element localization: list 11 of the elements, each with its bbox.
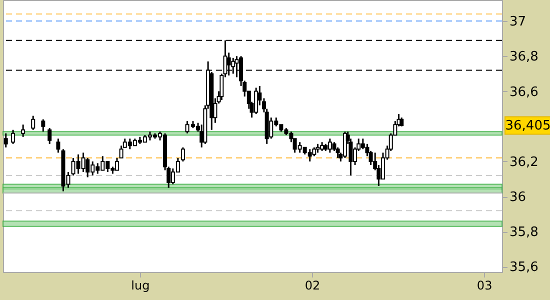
y-tick-label: 37: [510, 14, 526, 30]
y-tick-label: 36: [510, 190, 526, 206]
y-tick-label: 36,2: [510, 154, 538, 170]
x-tick-label: lug: [131, 278, 150, 292]
x-tick-label: 03: [476, 278, 492, 292]
y-tick-label: 35,6: [510, 260, 538, 276]
y-tick-label: 36,6: [510, 84, 538, 100]
y-tick-label: 36,8: [510, 50, 538, 65]
x-tick-label: 02: [304, 278, 320, 292]
text: 36,405: [505, 118, 550, 134]
y-tick-label: 35,8: [510, 225, 538, 240]
